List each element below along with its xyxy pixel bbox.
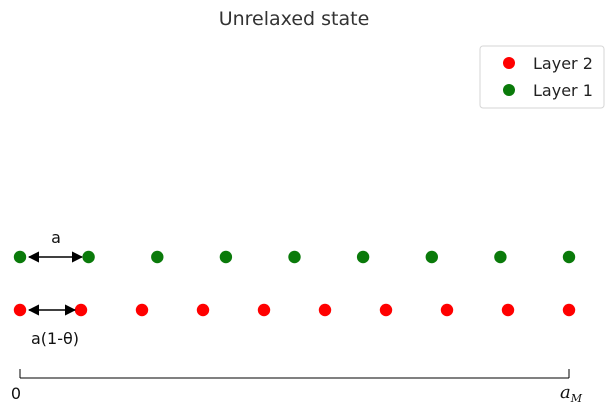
legend-label-layer-1: Layer 1 [533, 81, 593, 100]
layer-2-point-10 [562, 303, 576, 317]
layer-1-point-6 [356, 250, 370, 264]
layer-1-point-5 [288, 250, 301, 264]
layer-1-point-4 [219, 250, 233, 264]
legend: Layer 2 Layer 1 [479, 45, 605, 109]
layer-1-points [13, 250, 576, 264]
layer-2-point-2 [74, 303, 88, 317]
bracket-end-label-main: a [560, 382, 571, 402]
layer-1-point-1 [13, 250, 27, 264]
layer-2-points [13, 303, 576, 317]
layer-2-spacing-annotation: a(1-θ) [27, 304, 79, 348]
layer-1-point-7 [425, 250, 438, 264]
layer-2-point-4 [196, 303, 210, 317]
legend-marker-layer-2 [503, 57, 515, 69]
layer-2-point-3 [135, 303, 149, 317]
legend-label-layer-2: Layer 2 [533, 54, 593, 73]
supercell-bracket: 0 aM [11, 369, 583, 402]
layer-2-spacing-label: a(1-θ) [31, 329, 79, 348]
legend-marker-layer-1 [503, 84, 515, 96]
layer-1-point-3 [151, 250, 164, 264]
bracket-end-label-subscript: M [570, 392, 583, 402]
layer-1-point-2 [82, 250, 95, 264]
layer-1-point-9 [562, 250, 576, 264]
layer-2-point-7 [379, 303, 393, 317]
layer-1-spacing-annotation: a [27, 228, 84, 263]
layer-2-point-9 [501, 303, 515, 317]
layer-2-point-8 [440, 303, 454, 317]
layer-2-point-5 [257, 303, 271, 317]
figure-title: Unrelaxed state [219, 8, 370, 30]
bracket-start-label: 0 [11, 384, 21, 402]
layer-1-point-8 [494, 250, 507, 264]
layer-2-point-6 [318, 303, 332, 317]
layer-2-point-1 [13, 303, 27, 317]
bracket-end-label: aM [560, 382, 583, 402]
layer-1-spacing-label: a [51, 228, 61, 247]
